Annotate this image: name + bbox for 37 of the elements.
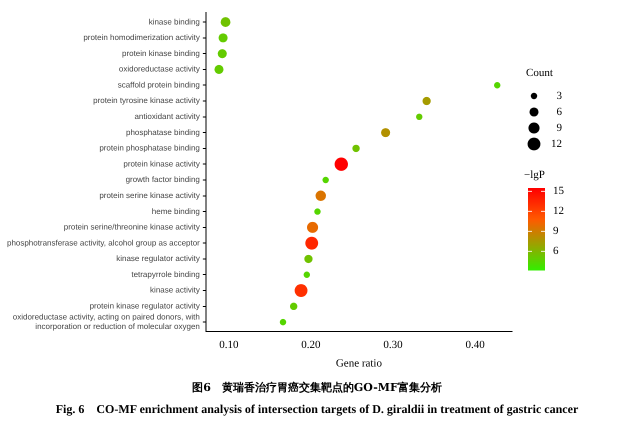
- y-tick-label: antioxidant activity: [134, 112, 200, 122]
- y-tick-label: kinase binding: [148, 17, 200, 26]
- y-tick-label: protein kinase regulator activity: [90, 302, 200, 311]
- color-bar-label: 6: [553, 244, 558, 258]
- legend-label: 6: [556, 105, 562, 119]
- y-tick-label: protein homodimerization activity: [83, 33, 200, 42]
- text: 图6 黄瑞香治疗胃癌交集靶点的GO-MF富集分析: [191, 380, 443, 395]
- y-tick-label: phosphatase binding: [126, 128, 200, 137]
- text: Fig. 6 CO-MF enrichment analysis of intersection targets of D. giraldii in treatment of gastric cancer: [54, 401, 580, 418]
- y-tick-label: growth factor binding: [126, 175, 200, 184]
- y-tick-label: protein serine kinase activity: [99, 190, 200, 200]
- legend-label: 9: [556, 121, 562, 135]
- y-tick-label: protein phosphatase binding: [99, 144, 200, 153]
- y-tick-label: heme binding: [152, 206, 200, 216]
- color-bar-label: 9: [553, 224, 558, 238]
- y-tick-label: protein kinase binding: [122, 48, 200, 58]
- x-tick-label: 0.10: [219, 339, 239, 352]
- y-tick-label: protein tyrosine kinase activity: [93, 96, 200, 106]
- x-tick-label: 0.40: [465, 339, 486, 352]
- color-bar-title: −lgP: [524, 168, 545, 182]
- y-tick-label: oxidoreductase activity: [118, 64, 200, 74]
- y-tick-label: kinase activity: [150, 286, 200, 295]
- legend-title: Count: [526, 66, 553, 80]
- color-bar-label: 12: [553, 204, 564, 218]
- x-tick-label: 0.20: [301, 339, 322, 352]
- y-tick-label: oxidoreductase activity, acting on paired donors, with incorporation or reduction of molecular oxygen: [12, 312, 200, 332]
- y-tick-label: scaffold protein binding: [118, 80, 200, 90]
- color-bar-label: 15: [553, 184, 564, 198]
- y-tick-label: tetrapyrrole binding: [131, 270, 200, 279]
- y-tick-label: kinase regulator activity: [116, 254, 200, 264]
- legend-label: 3: [556, 89, 562, 103]
- y-tick-label: phosphotransferase activity, alcohol group as acceptor: [6, 238, 200, 248]
- y-tick-label: protein kinase activity: [123, 159, 200, 168]
- legend-label: 12: [550, 137, 562, 151]
- x-axis-title: Gene ratio: [336, 357, 382, 370]
- x-tick-label: 0.30: [383, 339, 404, 352]
- y-tick-label: protein serine/threonine kinase activity: [64, 222, 200, 232]
